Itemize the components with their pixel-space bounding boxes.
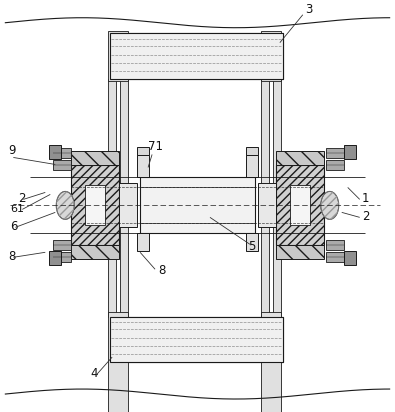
Bar <box>261 79 269 317</box>
Text: 5: 5 <box>248 240 255 253</box>
Text: 8: 8 <box>158 264 166 277</box>
Text: 2: 2 <box>18 192 26 206</box>
Text: 3: 3 <box>305 3 312 16</box>
Text: 71: 71 <box>148 140 163 154</box>
Bar <box>137 147 149 155</box>
Bar <box>53 148 71 159</box>
Bar <box>344 251 356 265</box>
Bar <box>246 155 258 178</box>
Bar <box>246 147 258 155</box>
Bar <box>71 152 119 166</box>
Bar <box>71 245 119 259</box>
Bar <box>246 233 258 251</box>
Ellipse shape <box>321 192 339 219</box>
Bar <box>140 178 255 233</box>
Text: 2: 2 <box>362 211 369 223</box>
Text: 8: 8 <box>8 250 16 263</box>
Text: 4: 4 <box>90 367 98 380</box>
Bar <box>110 317 283 362</box>
Bar <box>261 31 281 81</box>
Bar <box>71 166 119 245</box>
Ellipse shape <box>56 192 74 219</box>
Bar <box>137 155 149 178</box>
Bar <box>276 166 324 245</box>
Bar <box>290 185 310 225</box>
Text: 61: 61 <box>10 204 24 214</box>
Bar <box>258 183 276 227</box>
Bar <box>326 160 344 171</box>
Bar <box>119 183 137 227</box>
Text: 1: 1 <box>362 192 369 206</box>
Bar <box>261 312 281 412</box>
Bar <box>53 252 71 262</box>
Bar <box>110 33 283 79</box>
Bar <box>276 245 324 259</box>
Bar <box>85 185 105 225</box>
Bar <box>326 252 344 262</box>
Bar <box>326 240 344 250</box>
Bar <box>273 79 281 317</box>
Bar <box>276 152 324 166</box>
Text: 6: 6 <box>10 220 18 233</box>
Bar <box>108 312 128 412</box>
Bar <box>344 145 356 159</box>
Bar <box>137 233 149 251</box>
Text: 9: 9 <box>8 145 16 157</box>
Bar <box>326 148 344 159</box>
Bar <box>49 145 61 159</box>
Bar <box>53 240 71 250</box>
Bar <box>120 79 128 317</box>
Bar <box>49 251 61 265</box>
Bar <box>110 317 283 362</box>
Bar <box>110 33 283 79</box>
Bar <box>108 31 128 81</box>
Bar <box>108 79 116 317</box>
Bar <box>53 160 71 171</box>
